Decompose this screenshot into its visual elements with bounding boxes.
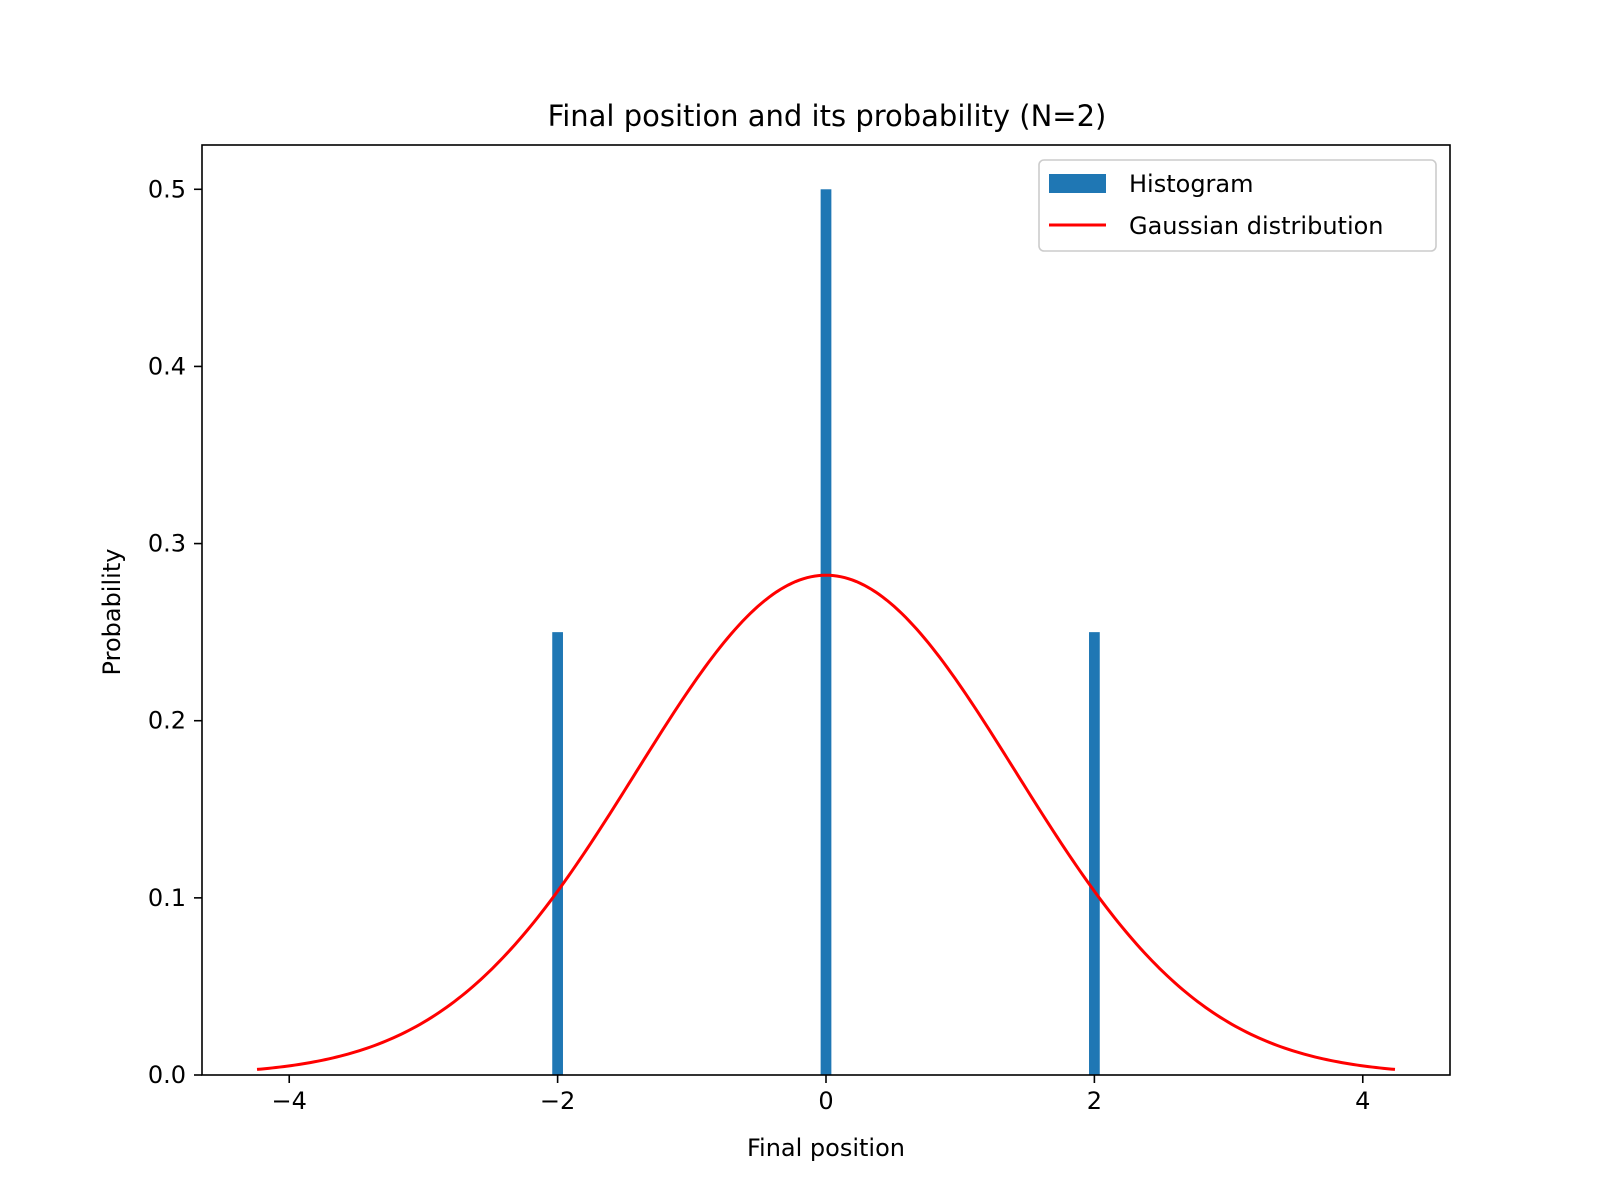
y-axis-label: Probability <box>98 549 126 676</box>
histogram-bar <box>1089 632 1100 1075</box>
x-axis-ticks: −4 −2 0 2 4 <box>272 1075 1370 1115</box>
x-tick-label: 0 <box>818 1087 833 1115</box>
gaussian-distribution-line <box>256 573 1396 1071</box>
x-tick-label: 2 <box>1087 1087 1102 1115</box>
y-tick-label: 0.1 <box>148 884 186 912</box>
legend-frame <box>1038 159 1437 252</box>
legend: Histogram Gaussian distribution <box>1038 159 1437 252</box>
bars-layer <box>552 189 1100 1076</box>
y-tick-label: 0.3 <box>148 530 186 558</box>
y-tick-label: 0.0 <box>148 1061 186 1089</box>
plot-area <box>201 144 1451 1076</box>
x-axis-label: Final position <box>747 1134 905 1162</box>
chart-title: Final position and its probability (N=2) <box>548 99 1107 133</box>
legend-swatch-histogram <box>1049 174 1106 193</box>
y-tick-label: 0.4 <box>148 352 186 380</box>
x-tick-label: 4 <box>1355 1087 1370 1115</box>
y-tick-label: 0.5 <box>148 175 186 203</box>
y-tick-label: 0.2 <box>148 707 186 735</box>
x-tick-label: −4 <box>272 1087 307 1115</box>
histogram-bar <box>552 632 563 1075</box>
legend-label-histogram: Histogram <box>1129 170 1254 198</box>
y-axis-ticks: 0.0 0.1 0.2 0.3 0.4 0.5 <box>148 175 202 1089</box>
legend-label-gaussian: Gaussian distribution <box>1129 212 1384 240</box>
histogram-bar <box>820 189 832 1076</box>
x-tick-label: −2 <box>540 1087 575 1115</box>
